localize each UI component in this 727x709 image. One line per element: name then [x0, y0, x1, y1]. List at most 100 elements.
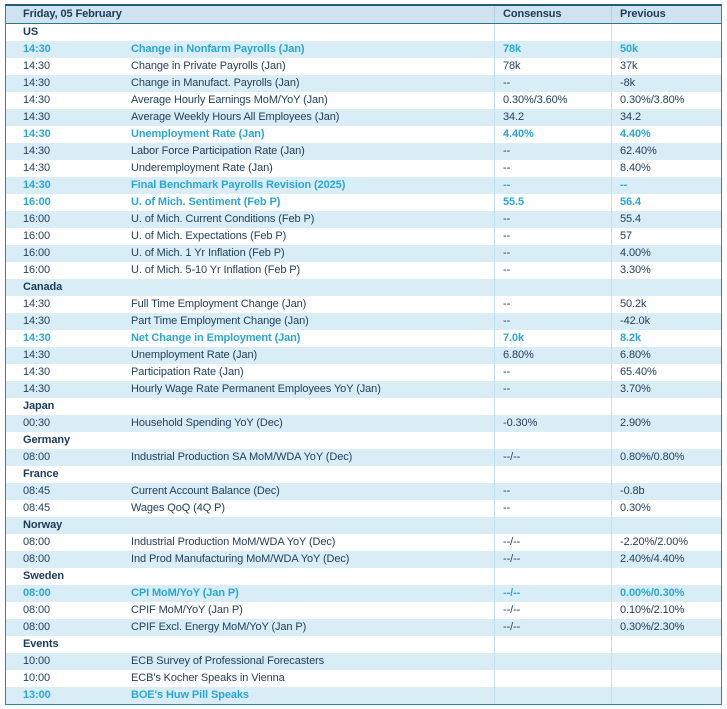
event-time: 00:30: [23, 417, 51, 429]
previous-value: 0.30%: [611, 500, 721, 517]
section-previous-cell: [611, 636, 721, 653]
event-name: Change in Private Payrolls (Jan): [131, 60, 286, 72]
calendar-row: 08:00 Industrial Production SA MoM/WDA Yo…: [6, 449, 721, 466]
event-time: 14:30: [23, 145, 51, 157]
previous-value: -2.20%/2.00%: [611, 534, 721, 551]
event-time: 13:00: [23, 689, 51, 701]
consensus-value: --: [494, 313, 611, 330]
section-header-events: Events: [6, 636, 721, 653]
previous-value: 3.30%: [611, 262, 721, 279]
event-time: 14:30: [23, 43, 51, 55]
event-time: 14:30: [23, 128, 51, 140]
previous-value: 2.40%/4.40%: [611, 551, 721, 568]
calendar-row: 08:45 Wages QoQ (4Q P) -- 0.30%: [6, 500, 721, 517]
consensus-value: --/--: [494, 551, 611, 568]
event-time: 14:30: [23, 332, 51, 344]
event-name: Labor Force Participation Rate (Jan): [131, 145, 305, 157]
economic-calendar-table: Friday, 05 February Consensus Previous U…: [5, 4, 722, 705]
consensus-value: --: [494, 211, 611, 228]
section-header-us: US: [6, 24, 721, 41]
consensus-value: --/--: [494, 534, 611, 551]
event-name: Change in Nonfarm Payrolls (Jan): [131, 43, 305, 55]
section-name: France: [23, 468, 59, 480]
section-previous-cell: [611, 398, 721, 415]
previous-value: 6.80%: [611, 347, 721, 364]
calendar-row: 14:30 Labor Force Participation Rate (Jan…: [6, 143, 721, 160]
previous-value: 65.40%: [611, 364, 721, 381]
section-consensus-cell: [494, 279, 611, 296]
section-name: US: [23, 26, 39, 38]
event-name: Average Hourly Earnings MoM/YoY (Jan): [131, 94, 328, 106]
event-time: 14:30: [23, 298, 51, 310]
consensus-value: --: [494, 75, 611, 92]
previous-value: 37k: [611, 58, 721, 75]
calendar-row: 08:00 Ind Prod Manufacturing MoM/WDA YoY …: [6, 551, 721, 568]
section-header-canada: Canada: [6, 279, 721, 296]
calendar-row: 14:30 Underemployment Rate (Jan) -- 8.40%: [6, 160, 721, 177]
consensus-value: [494, 670, 611, 687]
previous-value: -8k: [611, 75, 721, 92]
event-name: CPI MoM/YoY (Jan P): [131, 587, 239, 599]
calendar-date-title: Friday, 05 February: [23, 8, 122, 20]
calendar-row: 16:00 U. of Mich. Sentiment (Feb P) 55.5 56…: [6, 194, 721, 211]
event-name: ECB's Kocher Speaks in Vienna: [131, 672, 285, 684]
event-name: Unemployment Rate (Jan): [131, 349, 258, 361]
previous-value: 8.40%: [611, 160, 721, 177]
consensus-column-header: Consensus: [494, 6, 611, 23]
consensus-value: --: [494, 228, 611, 245]
consensus-value: --: [494, 381, 611, 398]
event-time: 16:00: [23, 264, 51, 276]
previous-value: 0.00%/0.30%: [611, 585, 721, 602]
previous-value: -42.0k: [611, 313, 721, 330]
event-name: U. of Mich. Current Conditions (Feb P): [131, 213, 315, 225]
consensus-value: 78k: [494, 41, 611, 58]
section-name: Events: [23, 638, 59, 650]
previous-value: 4.00%: [611, 245, 721, 262]
event-name: Industrial Production MoM/WDA YoY (Dec): [131, 536, 336, 548]
event-name: CPIF Excl. Energy MoM/YoY (Jan P): [131, 621, 307, 633]
calendar-row: 14:30 Change in Nonfarm Payrolls (Jan) 78k…: [6, 41, 721, 58]
event-time: 14:30: [23, 349, 51, 361]
section-previous-cell: [611, 466, 721, 483]
calendar-row: 08:00 CPIF Excl. Energy MoM/YoY (Jan P) --…: [6, 619, 721, 636]
previous-value: 62.40%: [611, 143, 721, 160]
previous-value: 8.2k: [611, 330, 721, 347]
calendar-row: 16:00 U. of Mich. 1 Yr Inflation (Feb P) -…: [6, 245, 721, 262]
event-name: Household Spending YoY (Dec): [131, 417, 283, 429]
previous-value: 0.80%/0.80%: [611, 449, 721, 466]
event-name: Change in Manufact. Payrolls (Jan): [131, 77, 300, 89]
section-header-sweden: Sweden: [6, 568, 721, 585]
consensus-value: --: [494, 500, 611, 517]
previous-value: [611, 670, 721, 687]
calendar-row: 08:00 CPI MoM/YoY (Jan P) --/-- 0.00%/0.30%: [6, 585, 721, 602]
event-time: 08:00: [23, 621, 51, 633]
event-time: 08:00: [23, 604, 51, 616]
calendar-row: 14:30 Net Change in Employment (Jan) 7.0k 8…: [6, 330, 721, 347]
consensus-value: --: [494, 245, 611, 262]
previous-value: 57: [611, 228, 721, 245]
previous-value: --: [611, 177, 721, 194]
event-time: 16:00: [23, 247, 51, 259]
event-time: 14:30: [23, 179, 51, 191]
section-header-japan: Japan: [6, 398, 721, 415]
event-name: Average Weekly Hours All Employees (Jan): [131, 111, 340, 123]
consensus-value: -0.30%: [494, 415, 611, 432]
section-name: Canada: [23, 281, 63, 293]
calendar-row: 14:30 Average Hourly Earnings MoM/YoY (Ja…: [6, 92, 721, 109]
previous-value: -0.8b: [611, 483, 721, 500]
calendar-row: 16:00 U. of Mich. Expectations (Feb P) -- 5…: [6, 228, 721, 245]
event-time: 16:00: [23, 230, 51, 242]
event-time: 14:30: [23, 162, 51, 174]
event-name: U. of Mich. 5-10 Yr Inflation (Feb P): [131, 264, 301, 276]
section-name: Norway: [23, 519, 63, 531]
event-time: 14:30: [23, 366, 51, 378]
section-consensus-cell: [494, 398, 611, 415]
calendar-row: 08:45 Current Account Balance (Dec) -- -0.8…: [6, 483, 721, 500]
previous-value: 34.2: [611, 109, 721, 126]
consensus-value: 55.5: [494, 194, 611, 211]
calendar-row: 14:30 Change in Private Payrolls (Jan) 78k…: [6, 58, 721, 75]
event-time: 14:30: [23, 94, 51, 106]
event-name: U. of Mich. Sentiment (Feb P): [131, 196, 281, 208]
section-header-germany: Germany: [6, 432, 721, 449]
previous-value: 0.30%/2.30%: [611, 619, 721, 636]
